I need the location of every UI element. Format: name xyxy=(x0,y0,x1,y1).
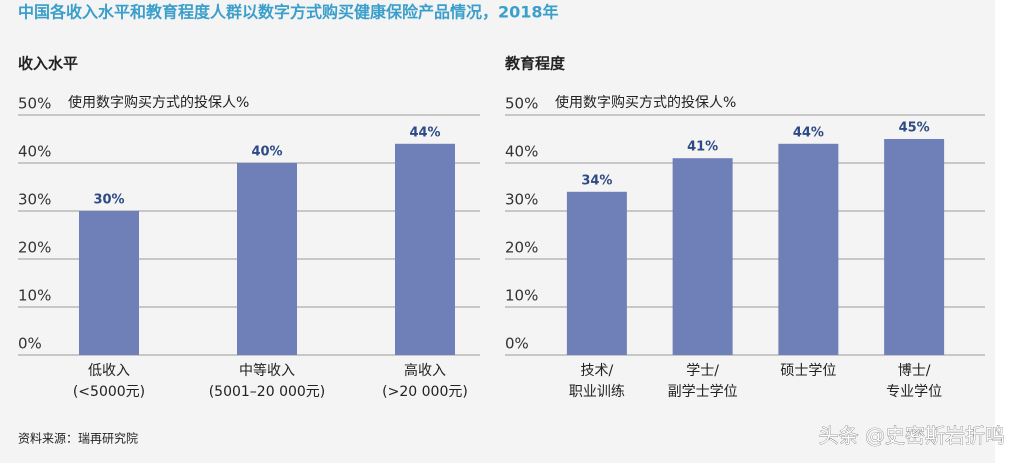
y-axis-label: 使用数字购买方式的投保人% xyxy=(68,94,249,111)
y-tick-label: 20% xyxy=(18,239,51,257)
page-title: 中国各收入水平和教育程度人群以数字方式购买健康保险产品情况，2018年 xyxy=(18,3,559,22)
x-tick-label: 中等收入 (5001–20 000元) xyxy=(208,363,326,400)
value-label: 44% xyxy=(793,125,824,140)
value-label: 40% xyxy=(251,145,282,160)
x-tick-label: 技术/ 职业训练 xyxy=(568,363,625,400)
x-tick-label: 高收入 (>20 000元) xyxy=(382,363,468,400)
x-tick-label: 博士/ 专业学位 xyxy=(886,363,943,400)
x-tick-label: 硕士学位 xyxy=(780,363,837,379)
bar xyxy=(395,143,455,355)
y-tick-label: 30% xyxy=(18,191,51,209)
bar xyxy=(672,158,733,355)
y-tick-label: 10% xyxy=(18,287,51,305)
y-tick-label: 30% xyxy=(505,191,538,209)
bar xyxy=(778,143,839,355)
y-tick-label: 50% xyxy=(505,95,538,113)
bar xyxy=(237,163,297,355)
y-tick-label: 10% xyxy=(505,287,538,305)
bar xyxy=(884,139,945,355)
source: 资料来源：瑞再研究院 xyxy=(18,431,138,446)
value-label: 30% xyxy=(93,193,124,208)
x-tick-label: 学士/ 副学士学位 xyxy=(667,363,738,400)
chart-title: 教育程度 xyxy=(504,55,566,73)
bar xyxy=(566,191,627,355)
y-tick-label: 0% xyxy=(505,335,529,353)
value-label: 45% xyxy=(899,121,930,136)
value-label: 44% xyxy=(409,125,440,140)
y-tick-label: 50% xyxy=(18,95,51,113)
x-tick-label: 低收入 (<5000元) xyxy=(72,363,146,400)
y-tick-label: 20% xyxy=(505,239,538,257)
y-tick-label: 0% xyxy=(18,335,42,353)
value-label: 41% xyxy=(687,140,718,155)
y-tick-label: 40% xyxy=(18,143,51,161)
y-axis-label: 使用数字购买方式的投保人% xyxy=(555,94,736,111)
watermark: 头条 @史密斯岩折鸣 xyxy=(819,424,1005,448)
chart-title: 收入水平 xyxy=(18,55,78,73)
value-label: 34% xyxy=(581,173,612,188)
bar xyxy=(79,211,139,355)
y-tick-label: 40% xyxy=(505,143,538,161)
